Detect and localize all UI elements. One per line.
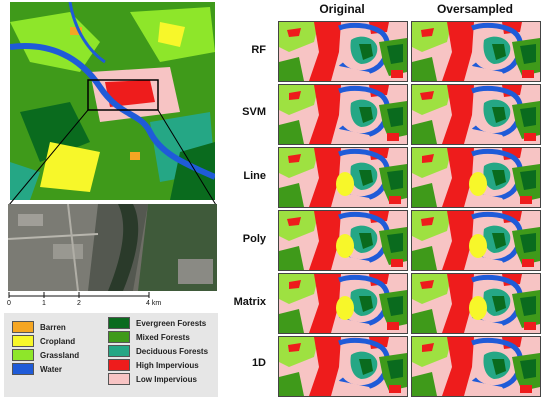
low-impervious-swatch [108,373,130,385]
mixed-swatch [108,331,130,343]
panel-matrix-oversampled [411,273,541,334]
high-impervious-swatch [108,359,130,371]
deciduous-swatch [108,345,130,357]
legend-item-cropland: Cropland [12,335,75,347]
legend-label: High Impervious [136,360,199,370]
column-header-oversampled: Oversampled [436,2,514,16]
water-swatch [12,363,34,375]
scale-tick-0: 0 [7,300,11,307]
legend-label: Deciduous Forests [136,346,209,356]
panel-line-oversampled [411,147,541,208]
barren-swatch [12,321,34,333]
legend-item-grassland: Grassland [12,349,79,361]
grassland-swatch [12,349,34,361]
row-label-matrix: Matrix [233,296,266,308]
legend-item-barren: Barren [12,321,66,333]
row-label-line: Line [243,170,266,182]
panel-poly-oversampled [411,210,541,271]
scale-tick-1: 1 [42,300,46,307]
legend-label: Water [40,364,62,374]
scale-tick-2: 2 [77,300,81,307]
legend-label: Mixed Forests [136,332,190,342]
panel-matrix-original [278,273,408,334]
scale-tick-4km: 4 km [146,300,162,307]
legend-label: Cropland [40,336,76,346]
legend-item-evergreen: Evergreen Forests [108,317,206,329]
cropland-swatch [12,335,34,347]
legend-label: Evergreen Forests [136,318,207,328]
row-label-rf: RF [251,44,266,56]
panel-line-original [278,147,408,208]
panel-rf-original [278,21,408,82]
column-header-original: Original [319,2,365,16]
legend-label: Barren [40,322,66,332]
legend-item-high-impervious: High Impervious [108,359,199,371]
legend-label: Low Impervious [136,374,197,384]
panel-svm-oversampled [411,84,541,145]
overview-landcover-map [10,2,215,200]
panel-svm-original [278,84,408,145]
row-label-poly: Poly [242,233,266,245]
row-label-svm: SVM [242,106,266,118]
panel-poly-original [278,210,408,271]
legend-item-low-impervious: Low Impervious [108,373,197,385]
legend-label: Grassland [40,350,80,360]
row-label-1d: 1D [251,357,266,369]
scale-bar: 0 1 2 4 km [5,292,205,310]
legend-item-mixed: Mixed Forests [108,331,190,343]
legend: Barren Cropland Grassland Water Evergree… [4,313,218,397]
panel-1d-original [278,336,408,397]
evergreen-swatch [108,317,130,329]
panel-1d-oversampled [411,336,541,397]
legend-item-water: Water [12,363,62,375]
panel-rf-oversampled [411,21,541,82]
legend-item-deciduous: Deciduous Forests [108,345,208,357]
aerial-photo [8,204,217,291]
